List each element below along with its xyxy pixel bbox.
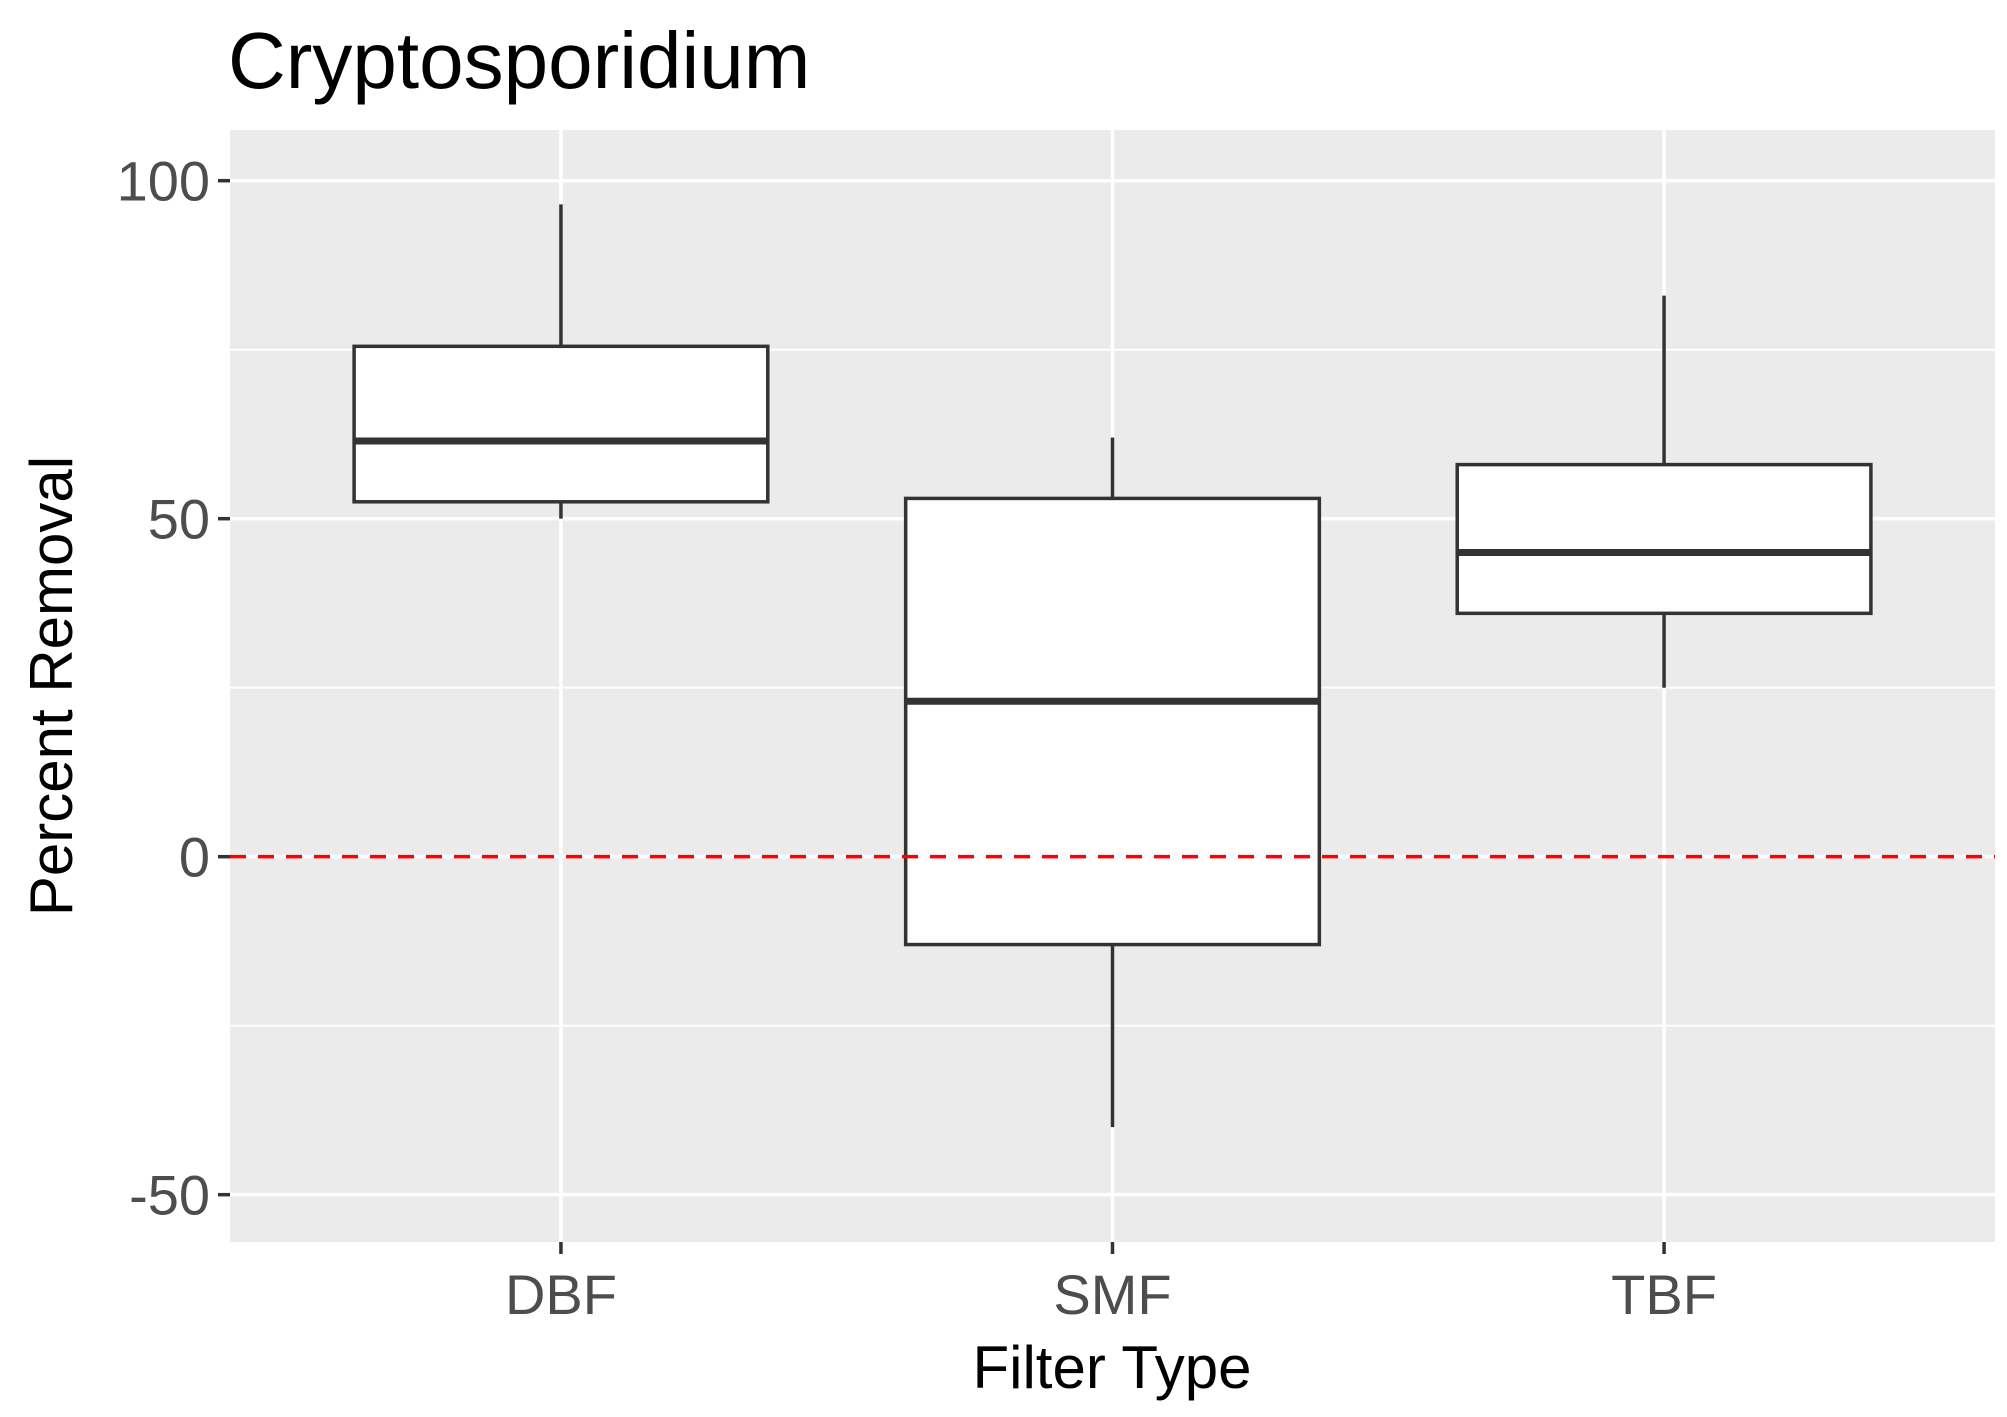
x-tick-label: TBF xyxy=(1611,1263,1717,1326)
y-tick-label: 0 xyxy=(179,826,210,889)
interquartile-box xyxy=(1455,462,1873,616)
x-axis: DBF SMF TBF xyxy=(505,1242,1717,1326)
box-smf xyxy=(903,437,1322,1128)
interquartile-box xyxy=(903,496,1322,947)
box-layer xyxy=(352,204,1873,1128)
x-axis-title: Filter Type xyxy=(973,1334,1252,1401)
y-tick-label: 100 xyxy=(117,150,210,213)
box-dbf xyxy=(352,204,770,519)
interquartile-box xyxy=(352,344,770,504)
y-axis-title: Percent Removal xyxy=(18,456,85,916)
x-tick-label: SMF xyxy=(1053,1263,1171,1326)
y-tick-label: 50 xyxy=(148,488,210,551)
chart-title: Cryptosporidium xyxy=(228,16,810,105)
box-tbf xyxy=(1455,295,1873,688)
x-tick-label: DBF xyxy=(505,1263,617,1326)
y-tick-label: -50 xyxy=(129,1164,210,1227)
y-axis: -50 0 50 100 xyxy=(117,150,230,1227)
